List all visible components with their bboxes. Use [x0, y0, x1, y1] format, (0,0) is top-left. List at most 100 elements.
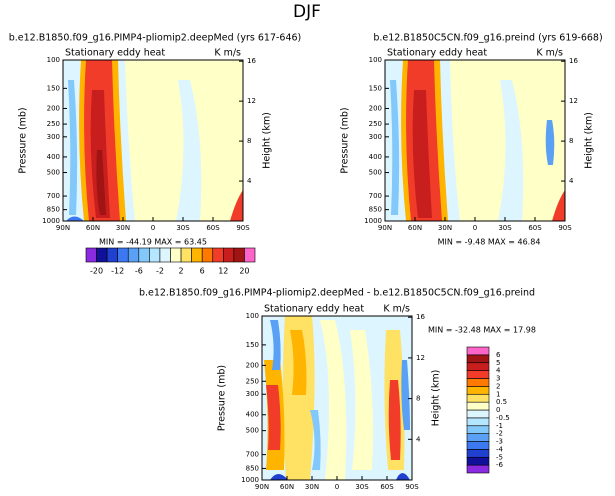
colorbar-box	[170, 247, 182, 263]
y-tick-label: 200	[369, 104, 382, 112]
colorbar-label: 20	[239, 267, 249, 276]
colorbar-label: -12	[111, 267, 124, 276]
colorbar-box	[466, 393, 490, 403]
panel-title: b.e12.B1850.f09_g16.PIMP4-pliomip2.deepM…	[139, 288, 535, 299]
y-axis-label: Pressure (mb)	[340, 107, 351, 173]
colorbar-box	[466, 433, 490, 442]
y-tick-label: 100	[47, 56, 60, 64]
y2-tick-label: 16	[247, 57, 256, 65]
colorbar-box	[223, 247, 235, 263]
y2-tick-label: 4	[247, 177, 252, 185]
x-tick-label: 90N	[56, 224, 70, 232]
colorbar-box	[466, 362, 490, 371]
colorbar-label: -6	[135, 267, 143, 276]
x-tick-label: 60N	[280, 483, 294, 491]
y-tick-label: 250	[47, 120, 60, 128]
x-tick-label: 60N	[86, 224, 100, 232]
colorbar-box	[201, 247, 214, 263]
y-tick-label: 400	[369, 153, 382, 161]
colorbar-box	[466, 386, 490, 395]
contour-fill	[385, 60, 565, 221]
y-tick-label: 500	[246, 427, 259, 435]
y-axis-label: Pressure (mb)	[217, 365, 228, 431]
colorbar-label: -3	[496, 438, 503, 446]
y2-tick-label: 12	[569, 97, 578, 105]
colorbar-label: 0.5	[496, 398, 507, 406]
colorbar-box	[466, 425, 490, 434]
y-tick-label: 700	[246, 451, 259, 459]
y-tick-label: 300	[246, 390, 259, 398]
colorbar-box	[117, 247, 129, 263]
y-tick-label: 200	[47, 104, 60, 112]
x-tick-label: 60N	[408, 224, 422, 232]
y2-tick-label: 8	[247, 137, 251, 145]
colorbar-box	[466, 441, 490, 450]
colorbar-box	[127, 247, 140, 263]
colorbar-label: -2	[496, 430, 503, 438]
colorbar-label: -1	[496, 422, 503, 430]
x-tick-label: 90S	[405, 483, 419, 491]
colorbar-box	[106, 247, 118, 263]
y2-tick-label: 4	[416, 435, 421, 443]
colorbar-label: -4	[496, 445, 504, 453]
colorbar-label: 4	[496, 367, 501, 375]
colorbar-box	[138, 247, 150, 263]
y-tick-label: 150	[47, 84, 60, 92]
colorbar-label: 2	[496, 382, 500, 390]
colorbar-label: -5	[496, 453, 503, 461]
y2-tick-label: 12	[416, 354, 425, 362]
y-tick-label: 400	[246, 411, 259, 419]
colorbar-box	[244, 247, 256, 263]
y-tick-label: 100	[246, 312, 259, 320]
colorbar-label: -6	[496, 461, 504, 469]
colorbar-label: 12	[218, 267, 228, 276]
y-tick-label: 250	[369, 120, 382, 128]
y-tick-label: 300	[47, 133, 60, 141]
colorbar-label: 6	[496, 351, 501, 359]
contour-fill	[262, 316, 412, 480]
x-tick-label: 60S	[528, 224, 542, 232]
y-tick-label: 500	[369, 169, 382, 177]
colorbar-label: 5	[496, 359, 500, 367]
colorbar-box	[466, 378, 490, 387]
panel-title: b.e12.B1850C5CN.f09_g16.preind (yrs 619-…	[373, 33, 602, 44]
x-tick-label: 0	[335, 483, 339, 491]
x-tick-label: 60S	[380, 483, 394, 491]
colorbar-box	[159, 247, 171, 263]
y2-axis-label: Height (km)	[584, 112, 595, 169]
colorbar-label: 2	[179, 267, 184, 276]
y2-tick-label: 8	[569, 137, 573, 145]
colorbar-box	[466, 456, 490, 466]
y-tick-label: 500	[47, 169, 60, 177]
x-tick-label: 60S	[206, 224, 220, 232]
colorbar-label: 6	[200, 267, 205, 276]
y-tick-label: 700	[47, 192, 60, 200]
y2-axis-label: Height (km)	[262, 112, 273, 169]
panel-subtitle: Stationary eddy heat	[264, 304, 364, 315]
x-tick-label: 30N	[438, 224, 452, 232]
colorbar-box	[96, 247, 108, 263]
x-tick-label: 30S	[355, 483, 369, 491]
panel-units: K m/s	[536, 48, 563, 59]
x-tick-label: 0	[473, 224, 477, 232]
y-tick-label: 150	[369, 84, 382, 92]
colorbar-box	[466, 346, 490, 356]
y-tick-label: 700	[369, 192, 382, 200]
y2-tick-label: 16	[416, 313, 425, 321]
colorbar-label: -20	[90, 267, 103, 276]
y-axis-label: Pressure (mb)	[18, 107, 29, 173]
x-tick-label: 30S	[176, 224, 190, 232]
annotation: MIN = -44.19 MAX = 63.45	[99, 238, 207, 247]
y-tick-label: 100	[369, 56, 382, 64]
colorbar-box	[85, 247, 97, 263]
x-tick-label: 90N	[378, 224, 392, 232]
panel-subtitle: Stationary eddy heat	[65, 48, 165, 59]
y-tick-label: 400	[47, 153, 60, 161]
y-tick-label: 150	[246, 341, 259, 349]
colorbar-box	[466, 370, 490, 379]
y-tick-label: 200	[246, 361, 259, 369]
colorbar-box	[212, 247, 224, 263]
x-tick-label: 30S	[498, 224, 512, 232]
colorbar-box	[180, 247, 192, 263]
y-tick-label: 250	[246, 377, 259, 385]
